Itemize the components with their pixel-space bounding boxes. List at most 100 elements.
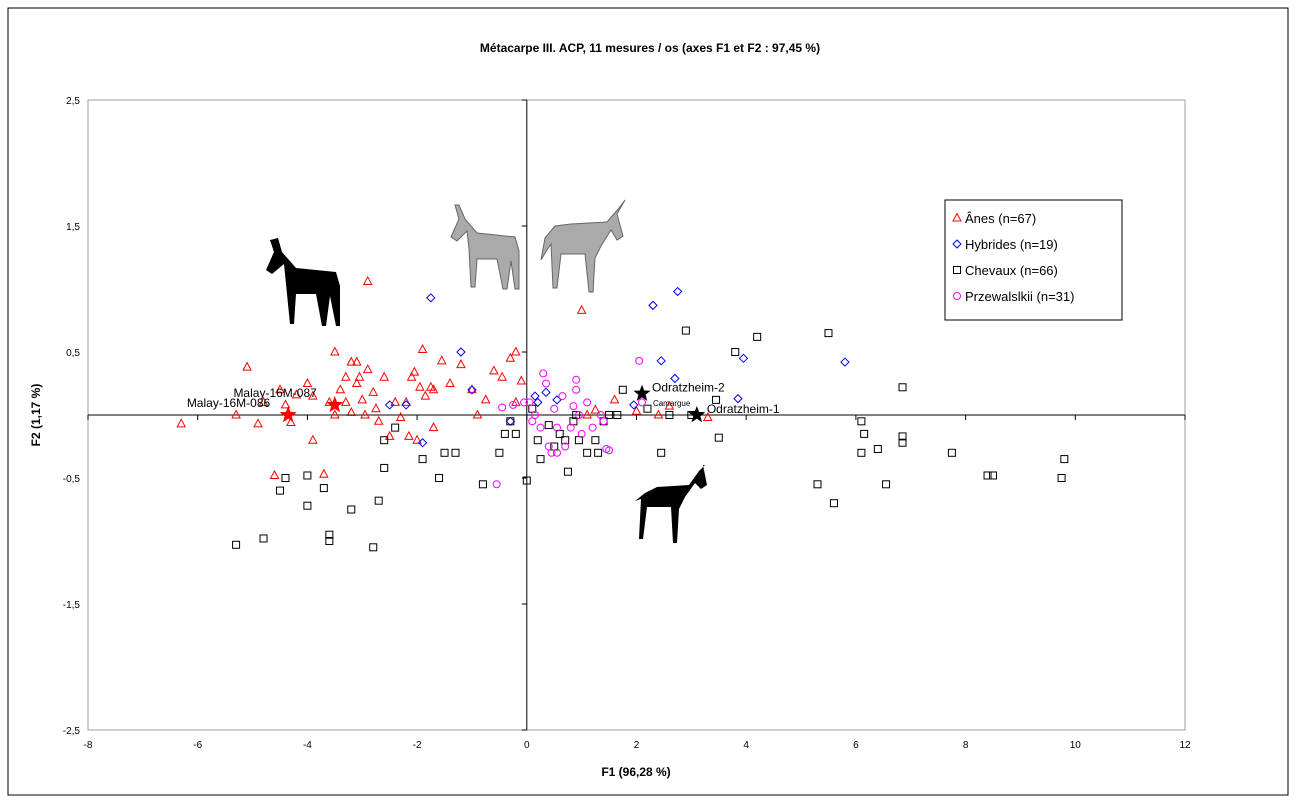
x-tick-label: -8 [84,740,93,751]
point [702,411,713,422]
point [552,423,561,432]
highlight-star [326,395,344,413]
point [347,505,356,514]
point [319,468,329,478]
point [566,423,575,432]
point [269,469,280,479]
point [291,389,302,399]
point [539,369,548,378]
point [498,403,507,412]
point [857,417,866,426]
y-tick-label: 0,5 [66,348,80,359]
point [373,415,384,425]
point [325,530,334,539]
point [516,375,527,385]
point [351,377,362,387]
point [656,356,666,366]
legend-marker [953,266,961,274]
point [303,471,312,480]
point [275,384,285,394]
point [1057,474,1066,482]
donkey-icon [450,204,520,290]
point [456,347,466,357]
y-axis-label: F2 (1,17 %) [29,384,43,447]
point [591,436,600,445]
point [492,480,501,489]
legend-marker [952,212,962,222]
point [505,352,516,362]
point [829,499,838,508]
point [983,471,992,480]
point [569,402,578,411]
point [753,332,762,341]
point [428,384,439,394]
point [605,411,614,419]
point [506,417,515,426]
x-tick-label: -6 [193,740,202,751]
point [467,384,477,394]
point [395,411,406,422]
highlight-label: Malay-16M-086 [187,396,271,410]
legend-label: Ânes (n=67) [965,211,1036,226]
point [275,486,284,495]
point [594,448,603,457]
point [362,364,373,374]
point [648,300,658,311]
point [409,366,420,376]
point [329,409,340,419]
point [576,304,587,314]
point [401,396,411,406]
point [531,411,540,419]
chart-frame [7,7,1289,796]
point [302,377,313,387]
point [541,379,550,388]
point [572,375,581,384]
point [572,385,581,394]
point [731,348,740,356]
point [590,404,601,414]
point [380,436,389,445]
point [561,442,570,451]
point [280,399,291,409]
legend-marker [952,239,962,249]
silhouettes [266,199,707,543]
point [231,409,241,419]
point [415,381,425,391]
point [522,476,531,485]
point [898,438,907,447]
point [480,394,491,404]
point [712,395,721,404]
point [665,411,674,419]
point [989,471,998,480]
point [369,543,378,552]
legend-marker [953,292,961,300]
horse-icon [540,199,626,293]
x-tick-label: 10 [1070,740,1082,751]
point [324,396,335,406]
point [840,357,850,367]
point [489,365,499,375]
legend-label: Chevaux (n=66) [965,263,1058,278]
point [525,398,534,407]
point [467,385,477,395]
point [558,392,567,401]
point [563,467,572,476]
point [637,398,646,407]
point [635,356,644,365]
point [340,371,351,381]
point [303,501,312,510]
point [882,480,891,489]
point [426,293,436,303]
point [362,275,373,285]
x-tick-label: 8 [963,740,969,751]
point [643,404,652,413]
donkey-icon [266,238,340,326]
note-label: Camargue [653,399,691,408]
point [472,409,483,419]
point [613,411,622,419]
point [445,377,455,387]
point [536,455,545,464]
highlight-star [688,406,706,423]
highlight-star [633,384,651,401]
point [541,387,551,398]
